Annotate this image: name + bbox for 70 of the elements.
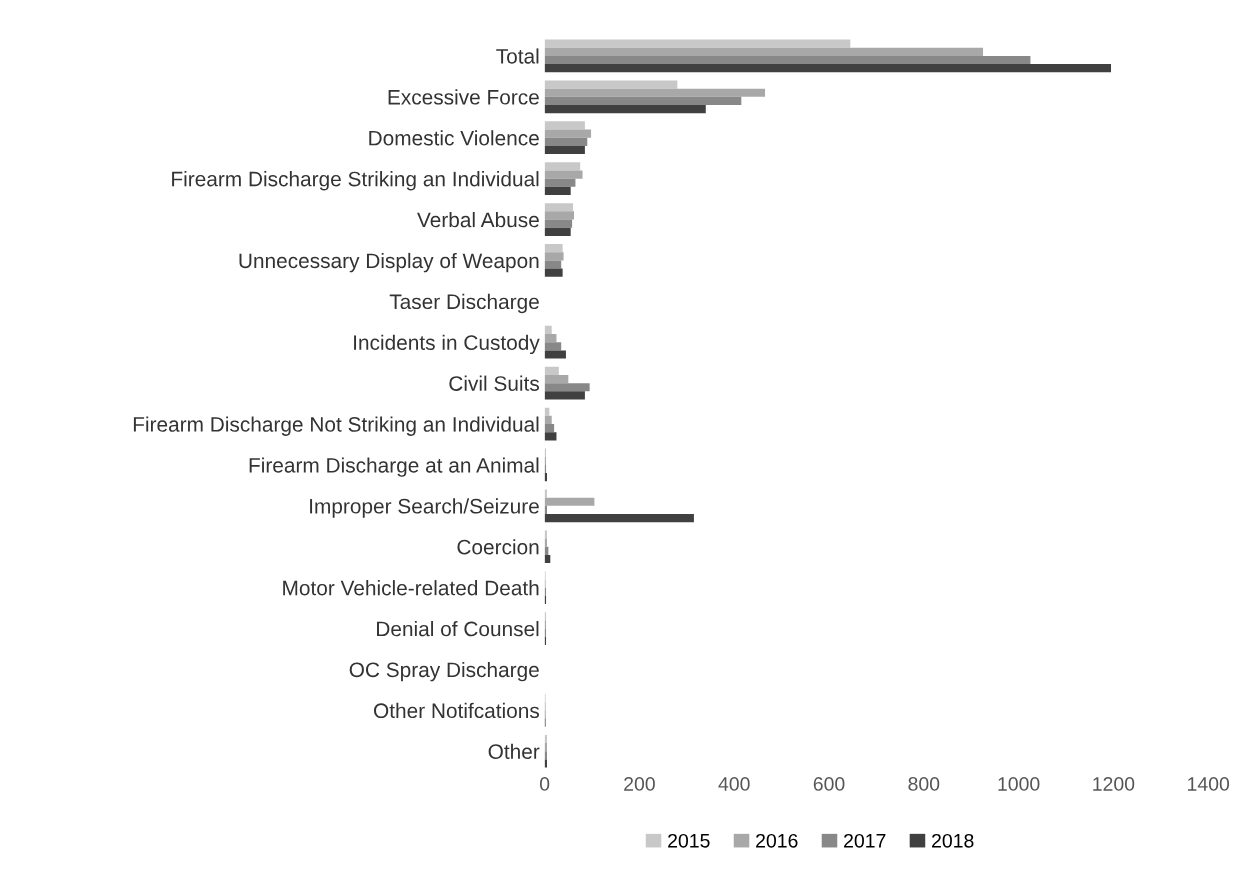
y-tick-label: Improper Search/Seizure (310, 498, 539, 518)
bar (544, 162, 581, 171)
x-tick-label: 600 (813, 777, 845, 791)
bar (544, 145, 585, 155)
x-tick-label: 800 (908, 777, 940, 791)
legend-label: 2017 (844, 833, 886, 848)
bar (544, 105, 706, 114)
bar (544, 391, 585, 400)
y-tick-label: Firearm Discharge Striking an Individual (172, 171, 539, 191)
bar (544, 325, 552, 335)
y-tick-label: Motor Vehicle-related Death (283, 580, 539, 596)
bar (544, 424, 555, 433)
y-tick-label: Firearm Discharge at an Animal (249, 457, 539, 477)
y-tick-label: Taser Discharge (389, 293, 539, 314)
bar (544, 489, 547, 498)
bar (544, 334, 557, 343)
x-tick-label: 400 (718, 777, 750, 791)
y-tick-label: Unnecessary Display of Weapon (239, 252, 539, 273)
bar (544, 170, 583, 179)
bar (544, 186, 571, 195)
x-tick-label: 1000 (998, 777, 1040, 791)
x-tick-label: 1400 (1188, 777, 1230, 791)
bar (544, 415, 552, 425)
bar (544, 374, 569, 384)
bar (544, 47, 984, 56)
legend-label: 2018 (932, 833, 974, 848)
bar (544, 178, 576, 187)
y-tick-label: Verbal Abuse (417, 211, 539, 228)
bar (544, 497, 595, 506)
y-tick-label: Coercion (457, 539, 539, 555)
bar (544, 530, 547, 539)
bar (544, 514, 694, 523)
bar (544, 366, 559, 375)
y-tick-label: Other Notifcations (374, 702, 540, 719)
y-tick-label: Excessive Force (388, 89, 539, 105)
bar (544, 39, 851, 48)
bar (544, 383, 590, 392)
bar (544, 129, 592, 138)
bar (544, 432, 557, 441)
legend-label: 2016 (756, 833, 798, 848)
bar (544, 260, 562, 269)
legend-label: 2015 (668, 833, 710, 848)
bar (544, 137, 588, 146)
y-tick-label: Civil Suits (449, 375, 540, 391)
bar (544, 227, 571, 236)
bar (544, 88, 766, 97)
bar (544, 759, 547, 768)
bar (544, 96, 742, 106)
x-tick-label: 200 (624, 777, 655, 791)
x-tick-label: 0 (539, 777, 550, 791)
y-tick-label: Incidents in Custody (354, 334, 540, 355)
bar (544, 268, 563, 277)
bar (544, 80, 678, 89)
bar (544, 342, 562, 351)
bar (544, 211, 575, 220)
bar (544, 64, 1112, 73)
x-tick-label: 1200 (1093, 777, 1135, 791)
y-tick-label: Other (488, 743, 540, 759)
bar (544, 203, 574, 212)
y-tick-label: Domestic Violence (369, 130, 539, 146)
y-tick-label: Total (496, 48, 539, 64)
y-tick-label: OC Spray Discharge (349, 661, 539, 682)
bar (544, 350, 566, 359)
bar (544, 244, 563, 253)
bar (544, 219, 573, 228)
y-tick-label: Firearm Discharge Not Striking an Individual (133, 416, 539, 436)
bar (544, 121, 585, 130)
y-tick-label: Denial of Counsel (377, 620, 539, 637)
bar (544, 55, 1031, 65)
bar (544, 252, 564, 261)
